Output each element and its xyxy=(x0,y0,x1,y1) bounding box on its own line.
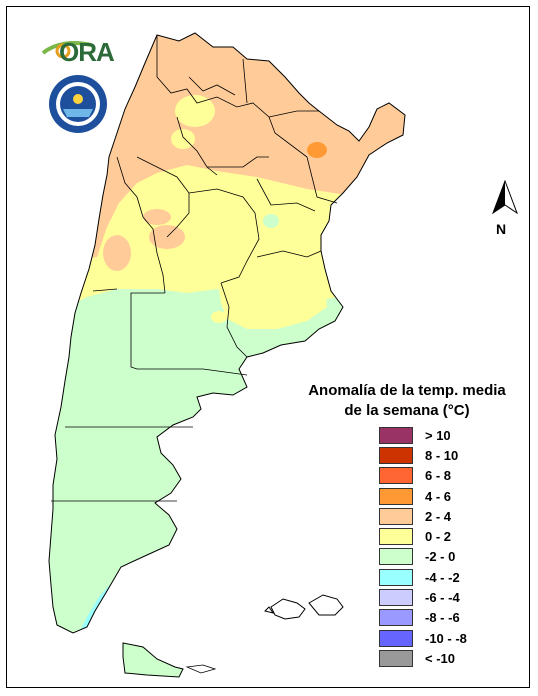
zone-4-6-misiones xyxy=(307,142,327,158)
legend-swatch xyxy=(379,426,413,444)
legend-item: 6 - 8 xyxy=(379,466,467,486)
north-label: N xyxy=(496,221,507,237)
legend-title-line-2: de la semana (°C) xyxy=(344,402,470,419)
legend-swatch xyxy=(379,568,413,586)
malvinas-islands xyxy=(264,594,344,620)
legend-swatch xyxy=(379,629,413,647)
smn-seal-logo xyxy=(47,73,109,135)
legend-item: 0 - 2 xyxy=(379,526,467,546)
legend-swatch xyxy=(379,528,413,546)
legend-label: 0 - 2 xyxy=(425,529,452,545)
legend-label: 2 - 4 xyxy=(425,508,452,524)
ora-logo-text: ORA xyxy=(59,37,115,67)
legend-label: -8 - -6 xyxy=(425,610,460,626)
legend-item: > 10 xyxy=(379,425,467,445)
legend-item: -2 - 0 xyxy=(379,547,467,567)
north-arrow-icon xyxy=(485,179,525,235)
legend-item: 2 - 4 xyxy=(379,506,467,526)
legend-label: > 10 xyxy=(425,427,451,443)
legend-label: -10 - -8 xyxy=(425,630,467,646)
zone-0-2-north-pocket xyxy=(175,95,215,127)
legend-label: 4 - 6 xyxy=(425,488,452,504)
legend-swatch xyxy=(379,507,413,525)
legend-label: 8 - 10 xyxy=(425,447,459,463)
ora-logo xyxy=(41,37,109,67)
legend-item: < -10 xyxy=(379,648,467,668)
province-borders xyxy=(51,35,338,502)
argentina-anomaly-map xyxy=(48,32,406,678)
legend-item: -6 - -4 xyxy=(379,587,467,607)
tierra-del-fuego xyxy=(122,642,217,678)
legend-swatch xyxy=(379,609,413,627)
map-frame: ORA N Anomalía de la temp. media de la s… xyxy=(6,6,530,688)
legend-label: -2 - 0 xyxy=(425,549,456,565)
legend-label: 6 - 8 xyxy=(425,468,452,484)
legend-title-line-1: Anomalía de la temp. media xyxy=(308,382,506,399)
legend-item: 8 - 10 xyxy=(379,445,467,465)
legend-item: -8 - -6 xyxy=(379,608,467,628)
legend-label: -4 - -2 xyxy=(425,569,460,585)
legend-item: -10 - -8 xyxy=(379,628,467,648)
legend-item: 4 - 6 xyxy=(379,486,467,506)
legend-swatch xyxy=(379,589,413,607)
legend-label: < -10 xyxy=(425,650,455,666)
legend-swatch xyxy=(379,487,413,505)
legend-swatch xyxy=(379,548,413,566)
legend-swatch xyxy=(379,649,413,667)
legend: > 10 8 - 10 6 - 8 4 - 6 2 - 4 0 - 2 -2 - 0 -4 -… xyxy=(379,425,467,669)
legend-title: Anomalía de la temp. media de la semana … xyxy=(297,381,517,421)
legend-swatch xyxy=(379,446,413,464)
legend-label: -6 - -4 xyxy=(425,590,460,606)
legend-item: -4 - -2 xyxy=(379,567,467,587)
legend-swatch xyxy=(379,467,413,485)
